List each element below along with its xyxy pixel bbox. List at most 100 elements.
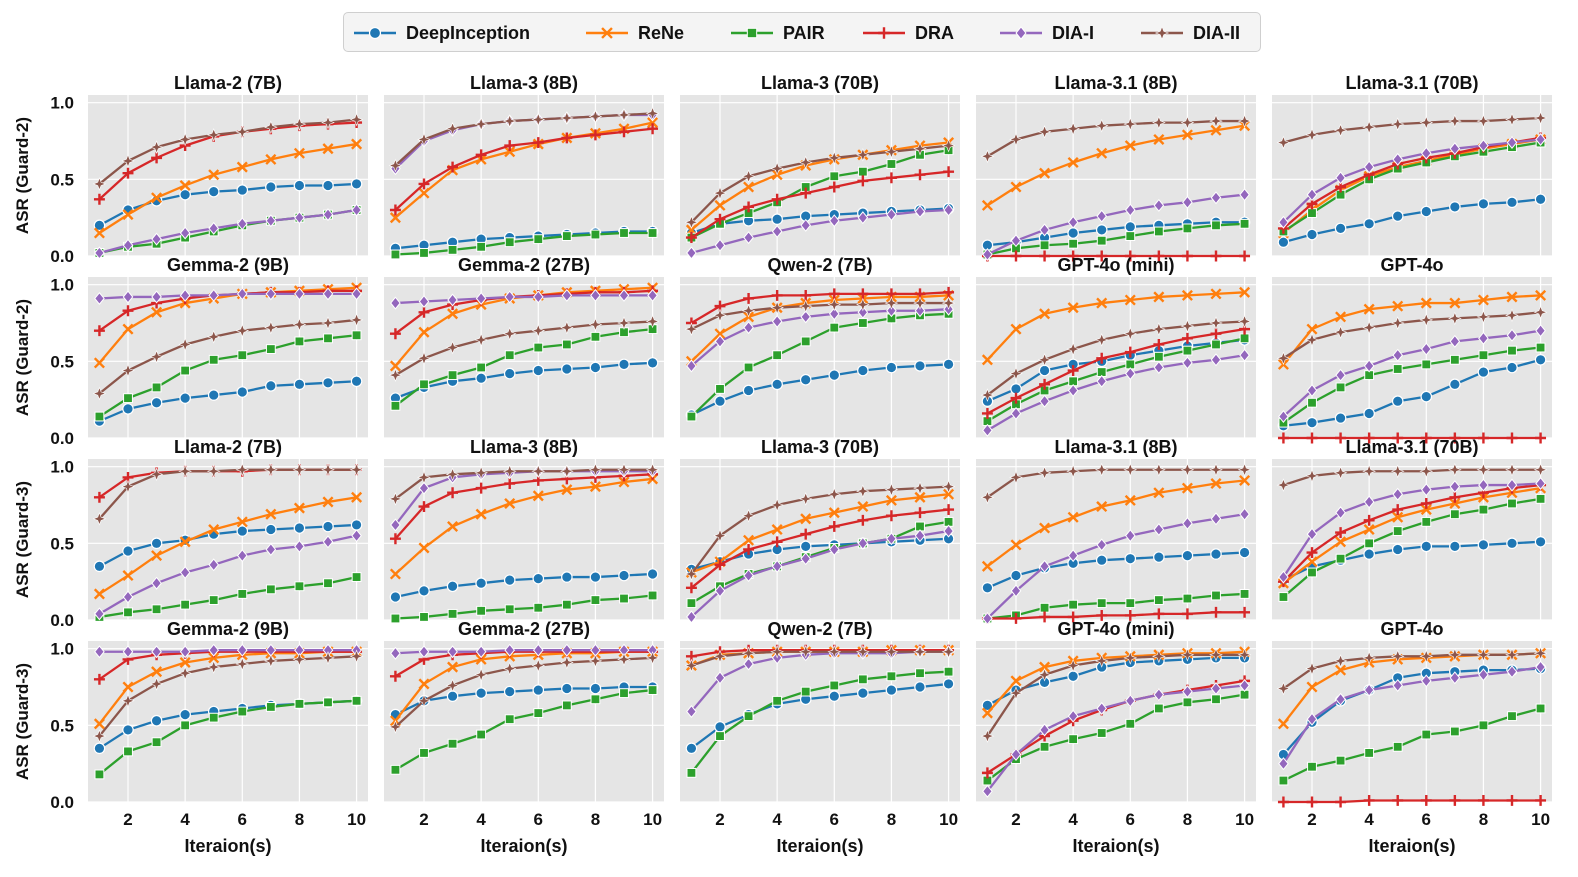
- legend-marker: [1015, 26, 1027, 40]
- data-point: [589, 682, 602, 695]
- data-point: [1390, 316, 1405, 330]
- data-point: [857, 288, 869, 300]
- data-point: [561, 231, 572, 241]
- data-point: [447, 293, 458, 307]
- data-point: [417, 132, 431, 147]
- data-point: [914, 507, 926, 519]
- data-point: [886, 208, 897, 222]
- data-point: [1153, 291, 1165, 303]
- data-point: [1449, 297, 1461, 309]
- data-point: [390, 400, 401, 411]
- data-point: [1335, 536, 1347, 548]
- data-point: [1335, 368, 1346, 382]
- panel-title: Llama-2 (7B): [174, 73, 282, 93]
- data-point: [1124, 203, 1136, 217]
- data-point: [349, 112, 364, 127]
- data-point: [476, 362, 487, 373]
- data-point: [857, 687, 869, 699]
- data-point: [943, 666, 954, 677]
- data-point: [237, 350, 248, 361]
- y-tick-label: 0.0: [50, 429, 74, 448]
- panel-title: Gemma-2 (27B): [458, 255, 590, 275]
- series-pair: [982, 589, 1250, 624]
- data-point: [1306, 796, 1318, 808]
- series-dia-ii: [980, 647, 1252, 743]
- series-line: [1282, 138, 1541, 234]
- data-point: [942, 678, 955, 690]
- series-dia-i: [982, 507, 1250, 625]
- data-point: [1125, 598, 1136, 609]
- data-point: [941, 479, 956, 494]
- data-point: [474, 333, 488, 347]
- legend-swatch: [863, 27, 905, 39]
- data-point: [93, 491, 105, 503]
- data-point: [772, 695, 783, 706]
- data-point: [980, 388, 995, 402]
- data-point: [1391, 210, 1404, 222]
- data-point: [531, 323, 546, 338]
- x-tick-label: 6: [1422, 810, 1431, 829]
- panel-background: [976, 95, 1256, 256]
- legend-swatch: [1141, 25, 1183, 41]
- data-point: [981, 699, 994, 712]
- data-point: [618, 358, 630, 371]
- data-point: [150, 396, 163, 409]
- data-point: [1535, 342, 1546, 353]
- series-dia-i: [94, 529, 362, 621]
- data-point: [1362, 120, 1376, 135]
- legend-item-dra: DRA: [861, 13, 954, 53]
- series-line: [395, 572, 653, 599]
- series-dia-ii: [980, 114, 1252, 164]
- data-point: [504, 478, 516, 489]
- data-point: [1010, 539, 1022, 551]
- data-point: [829, 322, 840, 333]
- series-line: [394, 112, 653, 167]
- series-line: [987, 222, 1245, 256]
- data-point: [1277, 718, 1289, 730]
- data-point: [1039, 522, 1051, 534]
- data-point: [388, 720, 403, 734]
- data-point: [1180, 647, 1195, 662]
- data-point: [447, 487, 459, 499]
- data-point: [857, 364, 869, 377]
- data-point: [1276, 351, 1291, 366]
- data-point: [713, 186, 727, 200]
- data-point: [1476, 462, 1491, 477]
- data-point: [857, 305, 869, 319]
- data-point: [532, 290, 544, 304]
- data-point: [447, 645, 458, 659]
- data-point: [1421, 729, 1432, 740]
- data-point: [1362, 320, 1376, 335]
- data-point: [179, 645, 191, 659]
- data-point: [828, 288, 840, 300]
- data-point: [1210, 512, 1222, 526]
- data-point: [350, 375, 363, 388]
- data-point: [292, 652, 307, 667]
- data-point: [589, 361, 602, 374]
- data-point: [1335, 692, 1346, 706]
- data-point: [800, 289, 812, 301]
- legend-item-dia-ii: DIA-II: [1139, 13, 1240, 53]
- data-point: [475, 653, 487, 665]
- series-dra: [1277, 432, 1547, 444]
- data-point: [322, 376, 334, 389]
- data-point: [265, 153, 277, 165]
- series-line: [1282, 667, 1541, 756]
- data-point: [1067, 365, 1079, 376]
- data-point: [121, 693, 135, 708]
- data-point: [1182, 223, 1193, 234]
- data-point: [1210, 353, 1222, 367]
- data-point: [1039, 661, 1051, 673]
- data-point: [714, 328, 726, 340]
- series-line: [98, 534, 357, 615]
- data-point: [886, 671, 897, 682]
- data-point: [293, 522, 306, 534]
- data-point: [389, 670, 401, 682]
- data-point: [265, 702, 276, 712]
- data-point: [1335, 527, 1347, 539]
- series-pair: [390, 685, 658, 775]
- data-point: [1009, 366, 1023, 381]
- data-point: [981, 408, 993, 419]
- data-point: [1124, 694, 1136, 708]
- series-line: [690, 308, 949, 367]
